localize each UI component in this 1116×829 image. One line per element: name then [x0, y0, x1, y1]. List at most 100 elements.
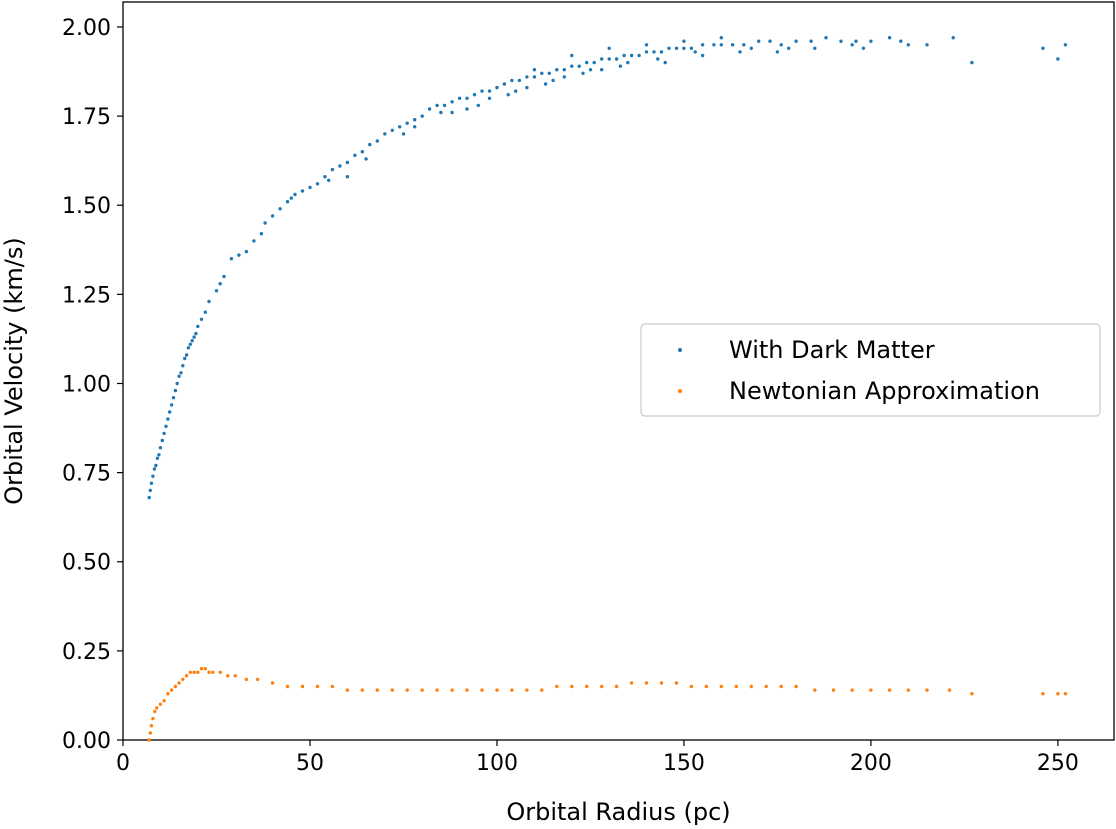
data-point	[600, 684, 604, 689]
data-point	[162, 699, 166, 703]
y-tick-label: 0.50	[62, 551, 111, 576]
data-point	[1063, 43, 1068, 47]
data-point	[614, 684, 619, 689]
data-point	[196, 670, 200, 674]
data-point	[203, 310, 207, 314]
data-point	[405, 121, 409, 125]
data-point	[345, 175, 350, 179]
data-point	[861, 46, 866, 50]
y-tick-label: 0.00	[62, 729, 111, 754]
data-point	[338, 164, 342, 168]
data-point	[222, 274, 226, 279]
data-point	[330, 684, 335, 689]
data-point	[951, 36, 955, 40]
data-point	[607, 57, 611, 61]
data-point	[439, 110, 443, 115]
data-point	[173, 684, 178, 689]
data-point	[487, 96, 492, 101]
y-tick-label: 1.00	[62, 372, 111, 397]
data-point	[184, 353, 189, 357]
data-point	[831, 688, 836, 692]
data-point	[480, 89, 484, 93]
data-point	[147, 738, 151, 742]
data-point	[293, 192, 297, 197]
data-point	[199, 667, 204, 671]
y-tick-label: 2.00	[62, 16, 111, 41]
data-point	[506, 93, 510, 97]
data-point	[181, 364, 185, 368]
legend-label-newtonian: Newtonian Approximation	[729, 377, 1040, 405]
data-point	[177, 374, 181, 378]
data-point	[749, 46, 753, 50]
data-point	[618, 64, 623, 68]
y-axis-label: Orbital Velocity (km/s)	[0, 237, 28, 504]
data-point	[495, 85, 499, 90]
data-point	[869, 39, 873, 43]
data-point	[487, 89, 492, 93]
x-axis: 0 50 100 150 200 250	[116, 740, 1079, 776]
data-point	[259, 232, 264, 236]
data-point	[158, 446, 163, 450]
data-point	[166, 692, 170, 696]
data-point	[398, 125, 402, 129]
legend-label-dark-matter: With Dark Matter	[729, 336, 935, 364]
data-point	[435, 103, 439, 108]
y-tick-label: 0.75	[62, 462, 111, 487]
data-point	[925, 688, 929, 692]
series-0	[147, 36, 1068, 500]
data-point	[244, 249, 249, 254]
data-point	[850, 43, 854, 47]
data-point	[345, 688, 350, 692]
data-point	[427, 107, 432, 111]
data-point	[190, 339, 194, 343]
data-point	[510, 78, 514, 83]
data-point	[207, 670, 211, 674]
data-point	[368, 142, 372, 147]
data-point	[693, 50, 697, 54]
data-point	[450, 110, 454, 115]
data-point	[854, 39, 858, 43]
data-point	[570, 684, 574, 689]
data-point	[465, 96, 469, 101]
data-point	[1056, 57, 1060, 61]
data-point	[465, 107, 469, 111]
data-point	[244, 677, 249, 682]
data-point	[667, 46, 671, 50]
x-tick-label: 150	[663, 751, 705, 776]
data-point	[719, 684, 723, 689]
data-point	[196, 324, 200, 329]
data-point	[787, 46, 791, 50]
data-point	[148, 488, 152, 493]
data-point	[925, 43, 929, 47]
data-point	[162, 431, 166, 436]
data-point	[252, 239, 256, 243]
data-point	[413, 125, 417, 129]
data-point	[330, 167, 335, 172]
data-point	[390, 688, 394, 692]
data-point	[682, 39, 686, 43]
data-point	[323, 175, 327, 179]
data-point	[813, 688, 817, 692]
data-point	[742, 43, 746, 47]
x-tick-label: 200	[850, 751, 892, 776]
data-point	[169, 403, 174, 407]
data-point	[768, 39, 772, 43]
data-point	[514, 89, 518, 93]
data-point	[970, 60, 974, 65]
data-point	[207, 299, 211, 304]
data-point	[719, 36, 723, 40]
data-point	[525, 688, 529, 692]
data-point	[151, 716, 155, 721]
data-point	[237, 253, 241, 257]
data-point	[147, 495, 151, 500]
data-point	[659, 681, 664, 685]
data-point	[570, 64, 574, 68]
data-point	[315, 182, 320, 186]
x-tick-label: 100	[476, 751, 518, 776]
data-point	[148, 731, 152, 735]
data-point	[169, 688, 174, 692]
data-point	[689, 684, 694, 689]
data-point	[155, 706, 159, 710]
data-point	[779, 43, 783, 47]
data-point	[442, 103, 447, 108]
